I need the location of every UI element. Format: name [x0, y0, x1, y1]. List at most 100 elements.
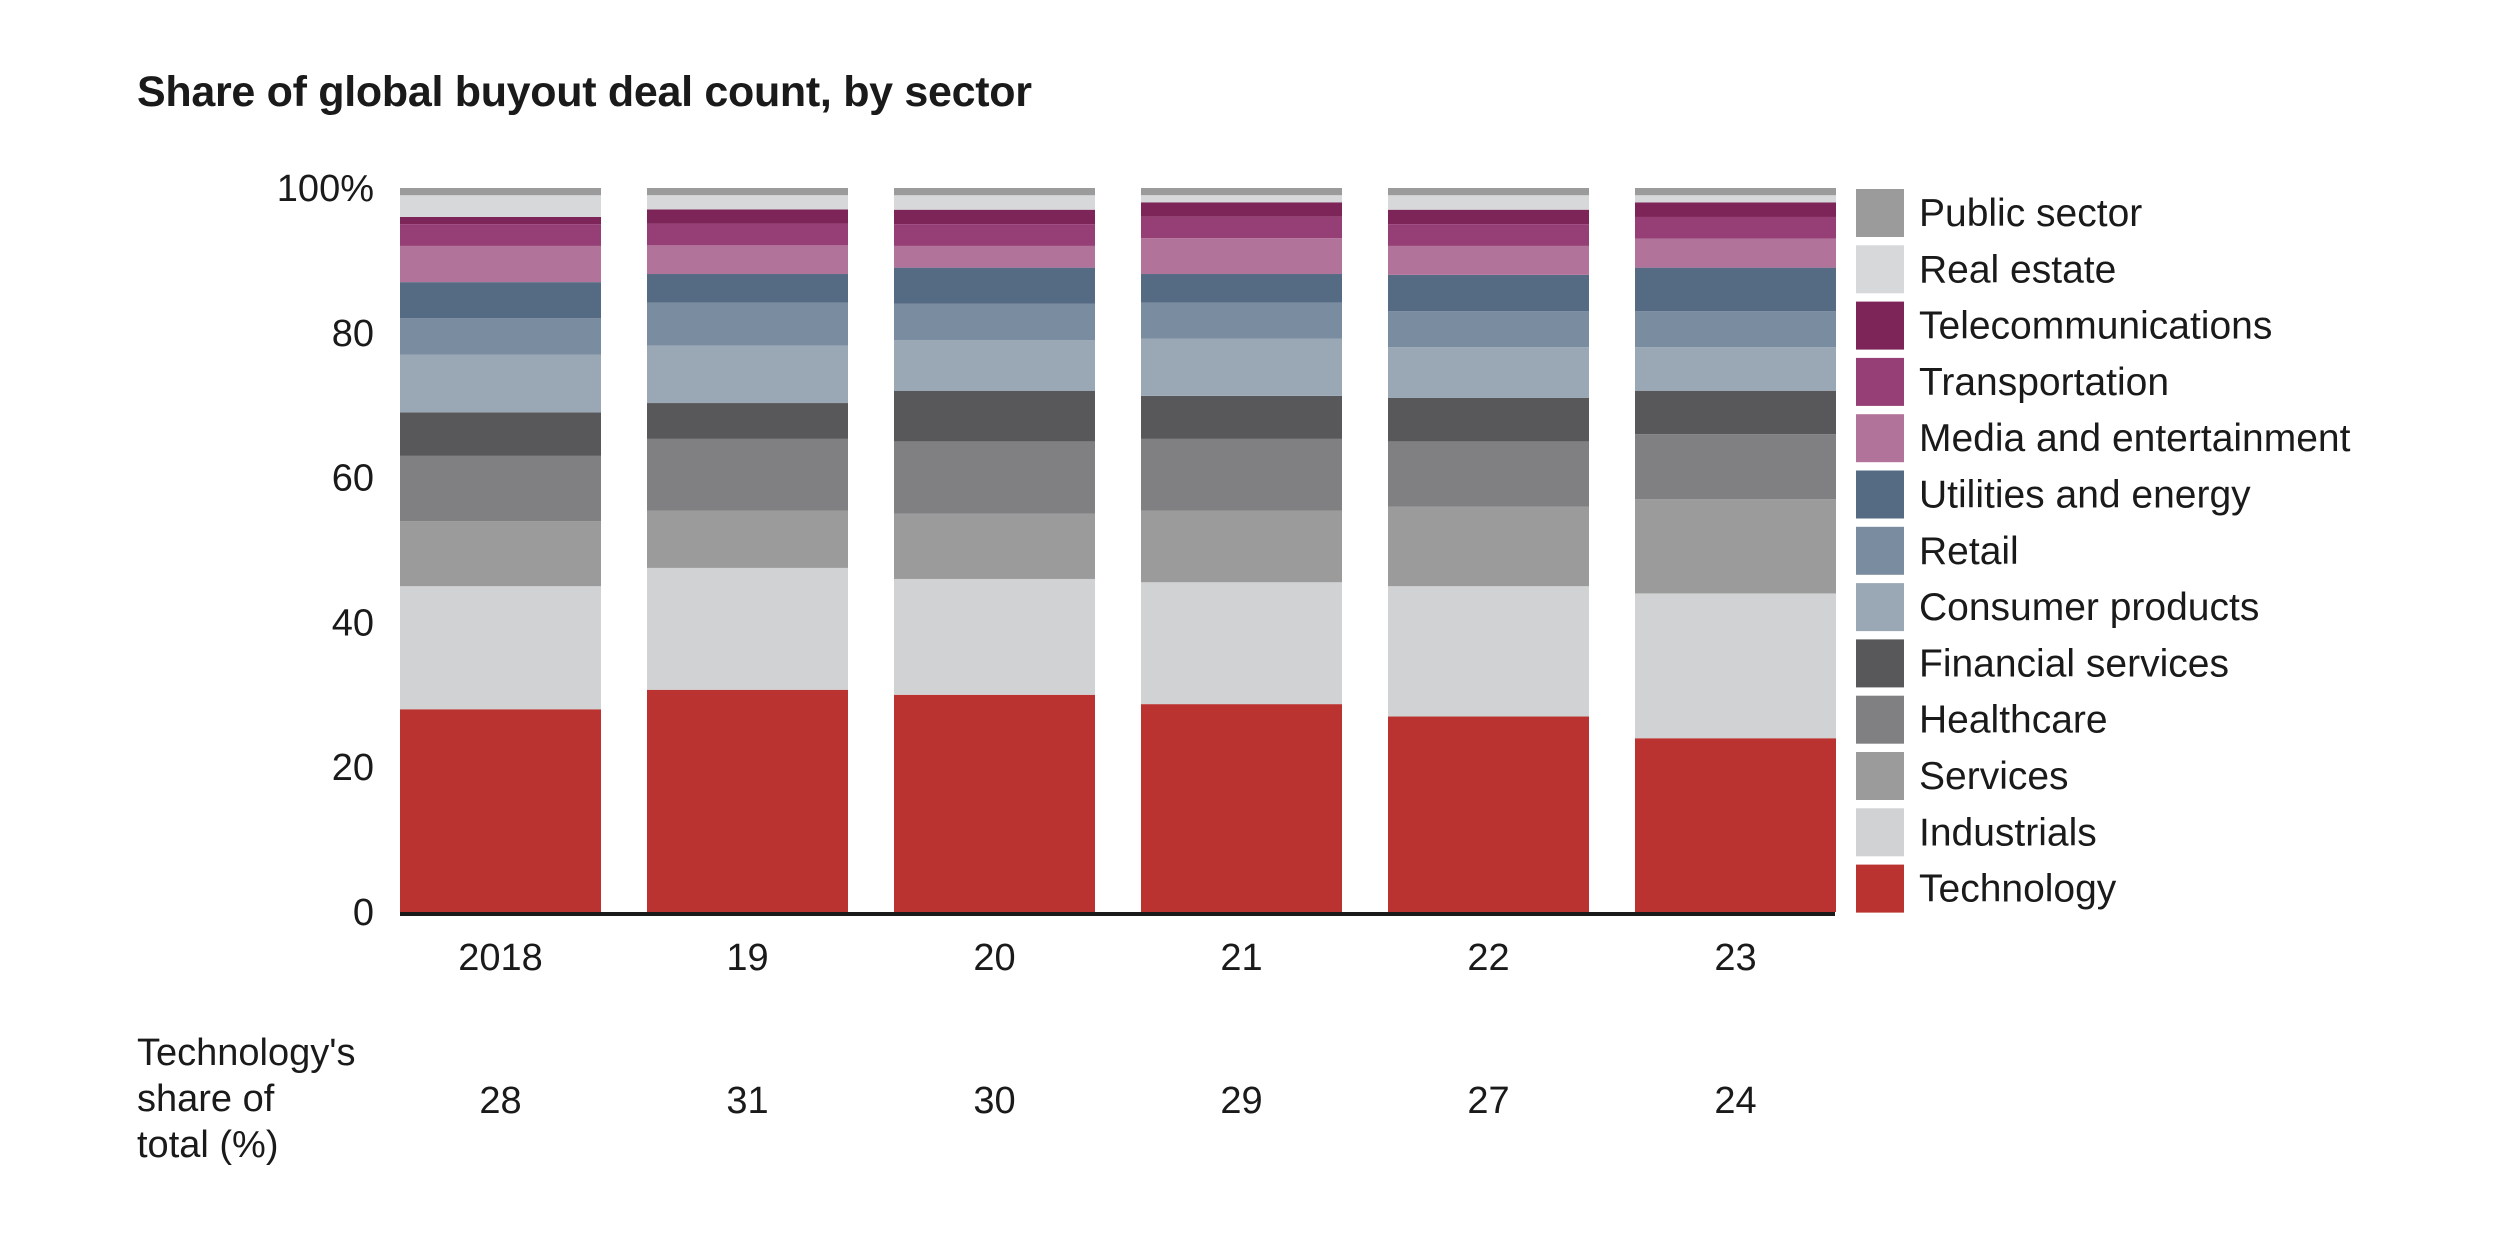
- technology-share-value: 28: [479, 1080, 521, 1122]
- bar-segment-public-sector: [1635, 188, 1836, 196]
- legend-label-industrials: Industrials: [1919, 811, 2097, 854]
- bar-segment-utilities-and-energy: [400, 282, 601, 319]
- bar-segment-healthcare: [1388, 441, 1589, 507]
- legend-label-healthcare: Healthcare: [1919, 699, 2108, 742]
- bar-segment-healthcare: [647, 438, 848, 511]
- legend-swatch-consumer-products: [1856, 583, 1904, 632]
- legend-label-utilities-and-energy: Utilities and energy: [1919, 474, 2251, 517]
- bar-segment-telecommunications: [1141, 202, 1342, 217]
- legend-swatch-financial-services: [1856, 639, 1904, 688]
- legend-label-transportation: Transportation: [1919, 361, 2169, 404]
- bar-segment-consumer-products: [1141, 338, 1342, 396]
- x-tick-label: 21: [1220, 937, 1262, 979]
- bar-segment-public-sector: [400, 188, 601, 196]
- bar-segment-retail: [1635, 311, 1836, 348]
- bar-stacks: [400, 188, 1836, 912]
- technology-share-label-line: share of: [137, 1078, 275, 1120]
- bar-segment-technology: [1141, 704, 1342, 912]
- bar-segment-financial-services: [894, 390, 1095, 442]
- bar-segment-services: [1141, 510, 1342, 583]
- bar-segment-industrials: [1141, 582, 1342, 705]
- bar-segment-media-and-entertainment: [894, 245, 1095, 268]
- bar-segment-real-estate: [1141, 195, 1342, 203]
- bar-segment-public-sector: [1388, 188, 1589, 196]
- y-tick-label: 60: [332, 458, 374, 500]
- legend-swatch-media-and-entertainment: [1856, 414, 1904, 463]
- bar-segment-services: [1635, 499, 1836, 594]
- bar-segment-retail: [647, 302, 848, 346]
- bar-segment-retail: [400, 318, 601, 355]
- bar-segment-telecommunications: [1388, 209, 1589, 225]
- bar-segment-public-sector: [894, 188, 1095, 196]
- legend-label-consumer-products: Consumer products: [1919, 586, 2259, 629]
- bar-segment-technology: [647, 689, 848, 912]
- bar-segment-real-estate: [647, 195, 848, 210]
- bar-segment-media-and-entertainment: [1388, 245, 1589, 275]
- bar-segment-services: [400, 521, 601, 587]
- bar-segment-financial-services: [647, 403, 848, 439]
- technology-share-value: 31: [726, 1080, 768, 1122]
- legend-swatch-healthcare: [1856, 695, 1904, 744]
- y-tick-label: 20: [332, 747, 374, 789]
- legend-label-financial-services: Financial services: [1919, 642, 2229, 685]
- bar-segment-financial-services: [1388, 397, 1589, 442]
- bar-segment-consumer-products: [1388, 347, 1589, 398]
- bar-segment-utilities-and-energy: [894, 267, 1095, 304]
- bar-segment-retail: [1141, 302, 1342, 339]
- y-tick-label: 100%: [277, 168, 374, 210]
- bar-segment-healthcare: [894, 441, 1095, 514]
- x-tick-label: 19: [726, 937, 768, 979]
- legend-label-telecommunications: Telecommunications: [1919, 305, 2272, 348]
- technology-share-value: 29: [1220, 1080, 1262, 1122]
- legend-label-public-sector: Public sector: [1919, 192, 2142, 235]
- bar-segment-consumer-products: [400, 354, 601, 413]
- bar-segment-consumer-products: [1635, 347, 1836, 391]
- bar-segment-transportation: [400, 224, 601, 246]
- bar-segment-telecommunications: [400, 216, 601, 225]
- legend-swatch-industrials: [1856, 808, 1904, 857]
- legend-swatch-technology: [1856, 864, 1904, 913]
- bar-segment-utilities-and-energy: [1141, 274, 1342, 303]
- legend-swatch-telecommunications: [1856, 301, 1904, 350]
- bar-segment-technology: [894, 694, 1095, 912]
- bar-segment-real-estate: [1388, 195, 1589, 210]
- legend-label-media-and-entertainment: Media and entertainment: [1919, 417, 2351, 460]
- technology-share-label-line: Technology's: [137, 1032, 356, 1074]
- bar-segment-technology: [1635, 738, 1836, 912]
- bar-segment-transportation: [1635, 216, 1836, 239]
- legend-swatch-retail: [1856, 526, 1904, 575]
- legend: Public sector Real estate Telecommunicatio…: [1856, 189, 2351, 913]
- bar-segment-financial-services: [1141, 395, 1342, 439]
- bar-segment-retail: [1388, 311, 1589, 348]
- legend-swatch-public-sector: [1856, 189, 1904, 237]
- legend-label-technology: Technology: [1919, 868, 2117, 911]
- y-axis-tick-labels: 0 20 40 60 80 100%: [277, 168, 374, 934]
- bar-segment-utilities-and-energy: [1635, 267, 1836, 312]
- bar-segment-industrials: [894, 578, 1095, 695]
- bar-segment-technology: [400, 709, 601, 912]
- legend-label-real-estate: Real estate: [1919, 248, 2116, 291]
- technology-share-value: 27: [1467, 1080, 1509, 1122]
- bar-segment-real-estate: [1635, 195, 1836, 203]
- bar-segment-media-and-entertainment: [400, 245, 601, 283]
- legend-swatch-real-estate: [1856, 245, 1904, 294]
- x-tick-label: 22: [1467, 937, 1509, 979]
- x-tick-label: 23: [1714, 937, 1756, 979]
- bar-segment-services: [647, 510, 848, 568]
- bar-segment-transportation: [1141, 216, 1342, 239]
- x-tick-label: 2018: [458, 937, 543, 979]
- bar-segment-utilities-and-energy: [1388, 274, 1589, 312]
- bar-segment-transportation: [647, 223, 848, 246]
- bar-segment-telecommunications: [1635, 202, 1836, 217]
- y-tick-label: 40: [332, 602, 374, 644]
- bar-segment-consumer-products: [894, 340, 1095, 391]
- bar-segment-media-and-entertainment: [1141, 238, 1342, 275]
- technology-share-value: 30: [973, 1080, 1015, 1122]
- x-axis-tick-labels: 2018 19 20 21 22 23: [458, 937, 1756, 979]
- bar-segment-media-and-entertainment: [647, 245, 848, 275]
- bar-segment-healthcare: [400, 455, 601, 522]
- bar-segment-industrials: [647, 567, 848, 690]
- bar-segment-telecommunications: [647, 209, 848, 224]
- bar-segment-transportation: [1388, 224, 1589, 246]
